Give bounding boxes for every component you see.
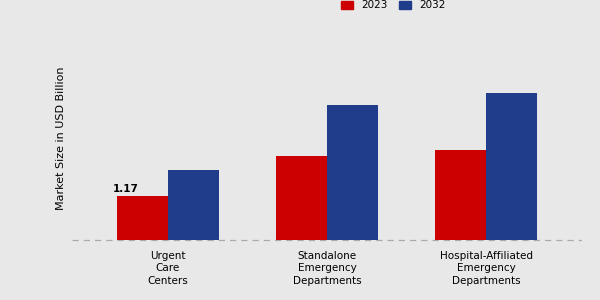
Bar	[116, 196, 167, 240]
Bar	[436, 150, 487, 240]
Bar	[327, 104, 378, 240]
Legend: 2023, 2032: 2023, 2032	[337, 0, 450, 15]
Text: 1.17: 1.17	[113, 184, 139, 194]
Bar	[276, 156, 327, 240]
Bar	[487, 93, 538, 240]
Y-axis label: Market Size in USD Billion: Market Size in USD Billion	[56, 66, 67, 210]
Bar	[167, 169, 218, 240]
